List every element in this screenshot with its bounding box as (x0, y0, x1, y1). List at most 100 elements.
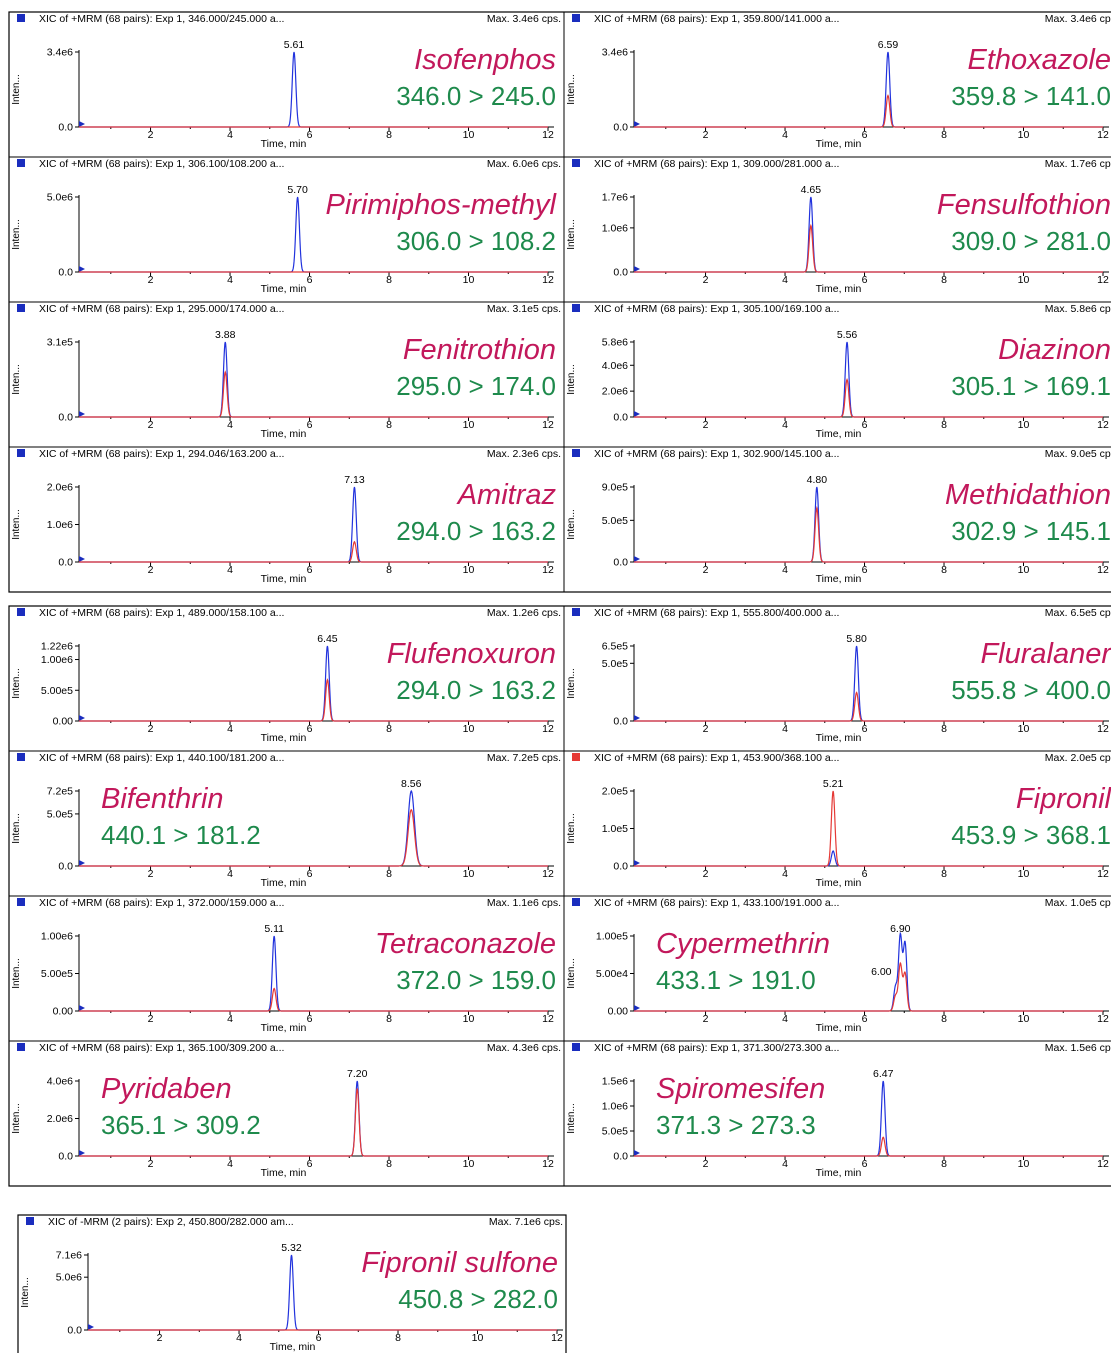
peak-rt-label: 7.20 (347, 1068, 368, 1080)
x-tick-label: 6 (307, 1013, 313, 1025)
panel-title: XIC of +MRM (68 pairs): Exp 1, 346.000/2… (39, 13, 284, 25)
x-tick-label: 6 (862, 1013, 868, 1025)
chromatogram-panel: XIC of +MRM (68 pairs): Exp 1, 294.046/1… (9, 446, 564, 585)
compound-name: Pirimiphos-methyl (326, 189, 558, 221)
y-tick-label: 1.0e6 (602, 222, 628, 234)
chromatogram-panel: XIC of +MRM (68 pairs): Exp 1, 555.800/4… (564, 605, 1111, 744)
chromatogram-panel: XIC of +MRM (68 pairs): Exp 1, 306.100/1… (9, 156, 564, 295)
panel-title: XIC of +MRM (68 pairs): Exp 1, 365.100/3… (39, 1042, 284, 1054)
x-tick-label: 8 (941, 564, 947, 576)
mrm-transition: 555.8 > 400.0 (951, 675, 1111, 705)
y-axis-label: Inten... (566, 958, 577, 989)
panel-max-intensity: Max. 3.4e6 cps. (487, 13, 561, 25)
trace-color-marker (17, 1043, 25, 1051)
compound-name: Fipronil (1016, 783, 1111, 815)
x-tick-label: 10 (463, 1013, 475, 1025)
x-axis-label: Time, min (816, 877, 862, 889)
chromatogram-panel: XIC of +MRM (68 pairs): Exp 1, 371.300/2… (564, 1040, 1111, 1179)
x-tick-label: 4 (782, 129, 788, 141)
x-tick-label: 4 (782, 274, 788, 286)
trace-color-marker (26, 1217, 34, 1225)
trace-red (634, 223, 1103, 273)
mrm-transition: 450.8 > 282.0 (398, 1284, 558, 1314)
y-axis-label: Inten... (566, 1103, 577, 1134)
x-tick-label: 8 (386, 129, 392, 141)
trace-red (79, 370, 548, 418)
panel-title: XIC of +MRM (68 pairs): Exp 1, 309.000/2… (594, 158, 839, 170)
x-tick-label: 8 (941, 1013, 947, 1025)
y-tick-label: 1.0e5 (602, 823, 628, 835)
mrm-transition: 453.9 > 368.1 (951, 820, 1111, 850)
x-tick-label: 12 (542, 274, 554, 286)
panel-title: XIC of +MRM (68 pairs): Exp 1, 295.000/1… (39, 303, 284, 315)
trace-red (79, 808, 548, 867)
x-tick-label: 10 (1018, 1158, 1030, 1170)
origin-marker (634, 121, 640, 127)
x-tick-label: 4 (227, 1158, 233, 1170)
panel-max-intensity: Max. 7.2e5 cps. (487, 752, 561, 764)
panel-max-intensity: Max. 3.1e5 cps. (487, 303, 561, 315)
y-tick-label: 0.0 (613, 267, 628, 279)
panel-max-intensity: Max. 5.8e6 cps (1045, 303, 1111, 315)
x-tick-label: 10 (1018, 868, 1030, 880)
trace-color-marker (572, 449, 580, 457)
x-tick-label: 8 (386, 274, 392, 286)
x-tick-label: 6 (862, 564, 868, 576)
mrm-transition: 440.1 > 181.2 (101, 820, 261, 850)
compound-name: Cypermethrin (656, 928, 830, 960)
trace-red (79, 987, 548, 1012)
origin-marker (634, 556, 640, 562)
panel-title: XIC of +MRM (68 pairs): Exp 1, 302.900/1… (594, 448, 839, 460)
y-tick-label: 2.0e6 (47, 1113, 73, 1125)
x-tick-label: 10 (463, 274, 475, 286)
mrm-transition: 346.0 > 245.0 (396, 81, 556, 111)
x-tick-label: 8 (941, 419, 947, 431)
x-tick-label: 12 (1097, 723, 1109, 735)
x-tick-label: 6 (307, 868, 313, 880)
x-tick-label: 12 (542, 1158, 554, 1170)
y-axis-label: Inten... (20, 1277, 31, 1308)
trace-red (634, 790, 1103, 867)
chromatogram-panel: XIC of +MRM (68 pairs): Exp 1, 309.000/2… (564, 156, 1111, 295)
mrm-transition: 302.9 > 145.1 (951, 516, 1111, 546)
trace-color-marker (17, 14, 25, 22)
x-tick-label: 12 (551, 1332, 563, 1344)
panel-title: XIC of +MRM (68 pairs): Exp 1, 305.100/1… (594, 303, 839, 315)
x-tick-label: 2 (703, 419, 709, 431)
panel-title: XIC of +MRM (68 pairs): Exp 1, 453.900/3… (594, 752, 839, 764)
y-tick-label: 0.0 (613, 122, 628, 134)
chromatogram-panel: XIC of -MRM (2 pairs): Exp 2, 450.800/28… (17, 1214, 567, 1353)
x-tick-label: 6 (316, 1332, 322, 1344)
chromatogram-panel: XIC of +MRM (68 pairs): Exp 1, 489.000/1… (9, 605, 564, 744)
panel-max-intensity: Max. 9.0e5 cps (1045, 448, 1111, 460)
x-tick-label: 8 (386, 1158, 392, 1170)
x-axis-label: Time, min (816, 1167, 862, 1179)
y-axis-label: Inten... (11, 958, 22, 989)
mrm-transition: 359.8 > 141.0 (951, 81, 1111, 111)
origin-marker (79, 411, 85, 417)
y-axis-label: Inten... (566, 364, 577, 395)
peak-rt-label: 4.80 (807, 474, 828, 486)
trace-red (634, 505, 1103, 563)
x-tick-label: 4 (782, 1158, 788, 1170)
x-tick-label: 8 (386, 564, 392, 576)
x-tick-label: 12 (542, 723, 554, 735)
peak-rt-label: 7.13 (344, 474, 365, 486)
x-tick-label: 4 (227, 723, 233, 735)
x-tick-label: 10 (463, 129, 475, 141)
trace-color-marker (17, 449, 25, 457)
trace-color-marker (17, 159, 25, 167)
x-tick-label: 12 (542, 564, 554, 576)
x-tick-label: 2 (148, 129, 154, 141)
x-tick-label: 8 (941, 723, 947, 735)
x-tick-label: 8 (941, 868, 947, 880)
x-tick-label: 2 (148, 564, 154, 576)
trace-color-marker (572, 608, 580, 616)
peak-rt-label: 6.90 (890, 923, 911, 935)
x-axis-label: Time, min (261, 138, 307, 150)
mrm-transition: 305.1 > 169.1 (951, 371, 1111, 401)
mrm-transition: 306.0 > 108.2 (396, 226, 556, 256)
mrm-transition: 372.0 > 159.0 (396, 965, 556, 995)
x-tick-label: 8 (941, 1158, 947, 1170)
